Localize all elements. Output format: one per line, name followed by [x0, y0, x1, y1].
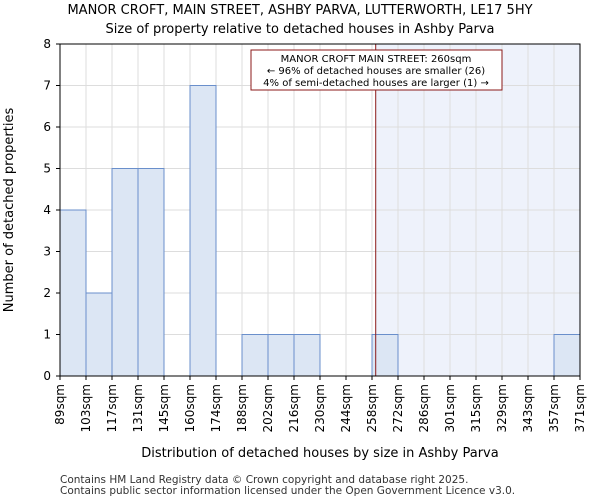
footer-copyright: Contains HM Land Registry data © Crown c… — [60, 474, 469, 486]
x-tick-label-272sqm: 272sqm — [391, 384, 405, 432]
y-tick-label-1: 1 — [43, 328, 51, 342]
bar-258sqm — [371, 334, 399, 377]
y-tick-label-6: 6 — [43, 120, 51, 134]
annotation-line-2: ← 96% of detached houses are smaller (26… — [267, 66, 485, 77]
x-tick-label-244sqm: 244sqm — [339, 384, 353, 432]
bar-160sqm — [189, 85, 217, 377]
y-tick-label-5: 5 — [43, 162, 51, 176]
x-tick-label-301sqm: 301sqm — [443, 384, 457, 432]
bar-131sqm — [137, 168, 165, 377]
y-axis-label: Number of detached properties — [2, 108, 17, 313]
histogram-chart: MANOR CROFT, MAIN STREET, ASHBY PARVA, L… — [2, 3, 587, 461]
annotation-line-3: 4% of semi-detached houses are larger (1… — [263, 78, 489, 89]
y-tick-label-8: 8 — [43, 37, 51, 51]
bar-117sqm — [111, 168, 139, 377]
x-tick-label-117sqm: 117sqm — [105, 384, 119, 432]
x-tick-label-315sqm: 315sqm — [469, 384, 483, 432]
chart-subtitle: Size of property relative to detached ho… — [106, 22, 495, 37]
x-tick-label-145sqm: 145sqm — [157, 384, 171, 432]
x-tick-label-131sqm: 131sqm — [131, 384, 145, 432]
x-axis-label: Distribution of detached houses by size … — [141, 446, 498, 461]
x-tick-label-343sqm: 343sqm — [521, 384, 535, 432]
bar-103sqm — [85, 292, 113, 377]
annotation-line-1: MANOR CROFT MAIN STREET: 260sqm — [281, 54, 472, 65]
y-tick-label-3: 3 — [43, 245, 51, 259]
x-tick-label-89sqm: 89sqm — [53, 384, 67, 425]
x-tick-label-160sqm: 160sqm — [183, 384, 197, 432]
x-tick-label-230sqm: 230sqm — [313, 384, 327, 432]
x-tick-label-188sqm: 188sqm — [235, 384, 249, 432]
bar-216sqm — [293, 334, 321, 377]
x-tick-label-103sqm: 103sqm — [79, 384, 93, 432]
bar-202sqm — [267, 334, 295, 377]
x-tick-label-202sqm: 202sqm — [261, 384, 275, 432]
x-tick-label-258sqm: 258sqm — [365, 384, 379, 432]
chart-title: MANOR CROFT, MAIN STREET, ASHBY PARVA, L… — [67, 3, 532, 18]
y-tick-label-0: 0 — [43, 369, 51, 383]
y-tick-label-4: 4 — [43, 203, 51, 217]
x-tick-label-174sqm: 174sqm — [209, 384, 223, 432]
annotation-box — [250, 49, 503, 91]
x-tick-label-329sqm: 329sqm — [495, 384, 509, 432]
bar-357sqm — [553, 334, 581, 377]
bar-89sqm — [59, 209, 87, 377]
bar-188sqm — [241, 334, 269, 377]
y-tick-label-2: 2 — [43, 286, 51, 300]
x-tick-label-357sqm: 357sqm — [547, 384, 561, 432]
property-annotation: MANOR CROFT MAIN STREET: 260sqm ← 96% of… — [250, 49, 503, 91]
footer-licence: Contains public sector information licen… — [60, 485, 516, 497]
y-tick-label-7: 7 — [43, 79, 51, 93]
x-tick-label-371sqm: 371sqm — [573, 384, 587, 432]
x-tick-label-216sqm: 216sqm — [287, 384, 301, 432]
x-tick-label-286sqm: 286sqm — [417, 384, 431, 432]
